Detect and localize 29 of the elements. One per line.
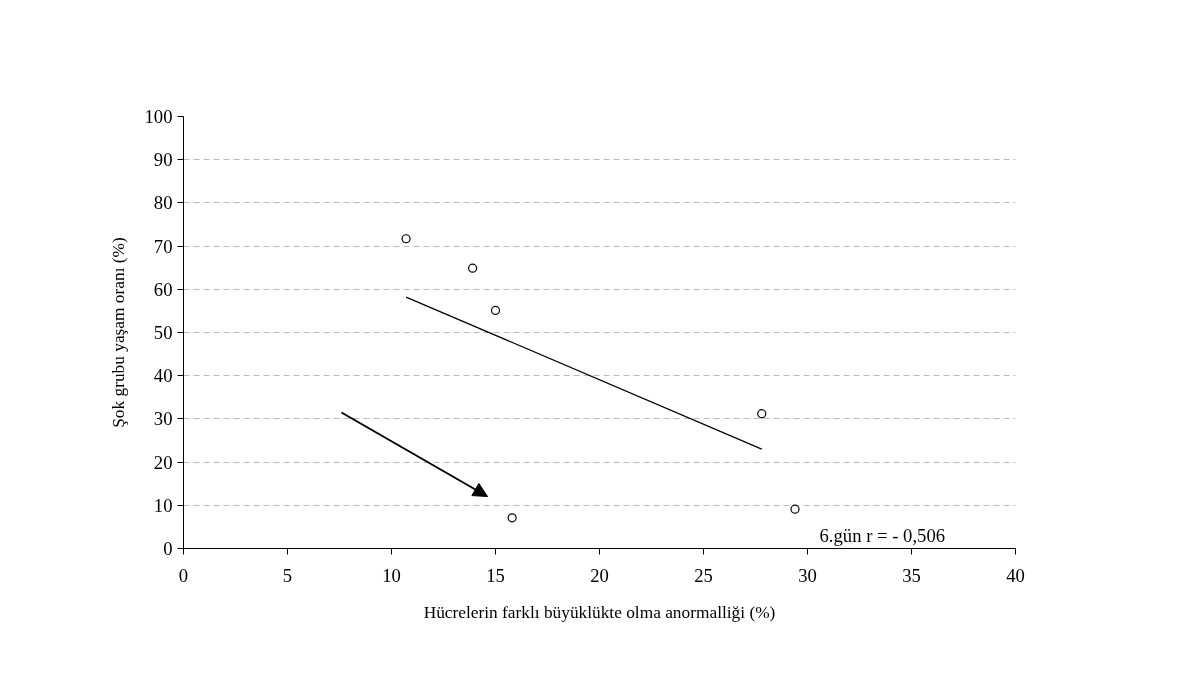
y-tick-label: 70	[153, 235, 173, 257]
point	[757, 409, 767, 419]
x-tick-label: 40	[1006, 564, 1025, 586]
x-tick-label: 0	[178, 564, 189, 586]
y-tick-label: 80	[153, 192, 173, 214]
y-tick-label: 50	[153, 322, 173, 343]
y-tick-label: 90	[153, 149, 173, 171]
y-tick-label: 0	[163, 538, 173, 559]
x-tick-label: 10	[382, 564, 401, 586]
y-tick-label: 100	[144, 106, 173, 127]
point	[490, 305, 501, 316]
x-tick-label: 35	[902, 564, 921, 586]
y-tick-label: 10	[153, 494, 173, 516]
point	[401, 234, 411, 244]
y-tick-label: 40	[153, 365, 173, 387]
x-tick-label: 5	[282, 564, 293, 586]
y-axis-title: Şok grubu yaşam oranı (%)	[108, 236, 128, 428]
annotation: 6.gün r = - 0,506	[819, 524, 946, 546]
x-tick-label: 20	[590, 564, 609, 586]
point	[790, 504, 800, 514]
y-tick-label: 20	[153, 451, 173, 473]
x-tick-label: 25	[694, 564, 713, 586]
x-axis-title: Hücrelerin farklı büyüklükte olma anormalliği (%)	[423, 602, 776, 622]
x-tick-label: 30	[798, 564, 817, 586]
x-tick-label: 15	[486, 564, 505, 586]
y-tick-label: 30	[153, 408, 173, 430]
point	[507, 513, 517, 523]
y-tick-label: 60	[153, 278, 173, 300]
point	[468, 263, 478, 273]
